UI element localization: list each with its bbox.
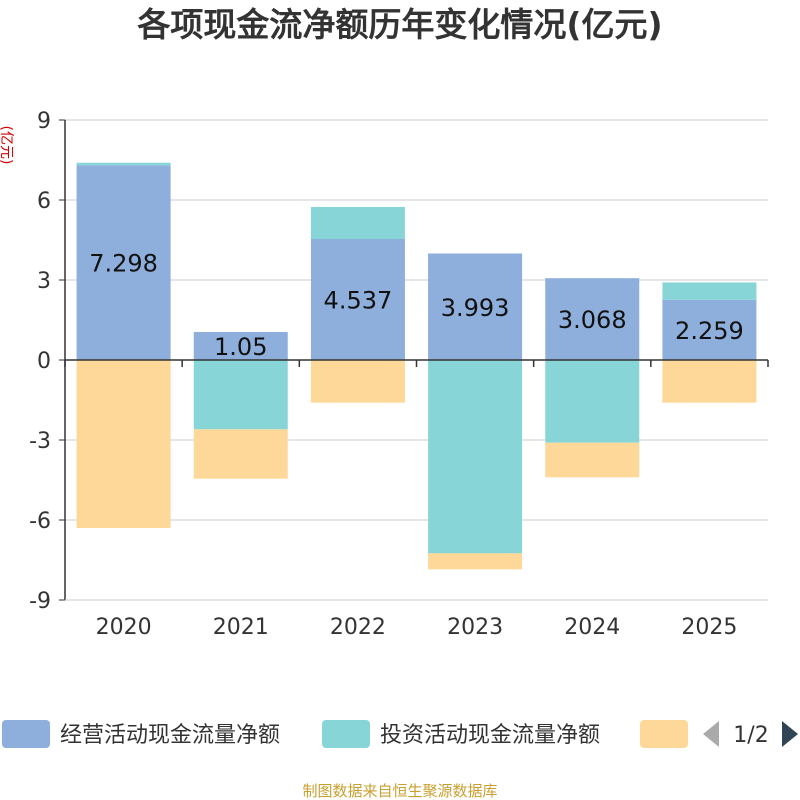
legend-swatch-3[interactable]: [640, 720, 688, 748]
legend[interactable]: 经营活动现金流量净额 投资活动现金流量净额 1/2: [2, 720, 798, 748]
bar-2021-s2[interactable]: [193, 360, 288, 430]
chart-title: 各项现金流净额历年变化情况(亿元): [136, 5, 662, 44]
bar-2023-s2[interactable]: [428, 360, 523, 554]
legend-swatch-2[interactable]: [322, 720, 370, 748]
y-tick-label: -3: [29, 429, 51, 454]
y-axis-label: (亿元): [0, 126, 14, 165]
y-tick-label: 3: [37, 269, 51, 294]
x-tick-label-2025: 2025: [681, 615, 737, 640]
y-tick-label: 6: [37, 189, 51, 214]
x-tick-label-2023: 2023: [447, 615, 503, 640]
bar-2024-s2[interactable]: [545, 360, 640, 443]
bar-2020-s3[interactable]: [76, 360, 171, 528]
data-label-2023: 3.993: [441, 294, 510, 322]
x-tick-label-2022: 2022: [330, 615, 386, 640]
x-tick-label-2024: 2024: [564, 615, 620, 640]
data-label-2020: 7.298: [89, 250, 158, 278]
data-label-2022: 4.537: [324, 287, 393, 315]
y-tick-label: -6: [29, 509, 51, 534]
data-label-2021: 1.05: [214, 333, 267, 361]
data-labels: 7.298 1.05 4.537 3.993 3.068 2.259: [89, 250, 744, 361]
data-label-2024: 3.068: [558, 306, 627, 334]
bar-2020-s1[interactable]: [76, 165, 171, 360]
axes: 9 6 3 0 -3 -6 -9 2020 2021 2022 2023 2024 2025: [29, 109, 769, 640]
legend-swatch-1[interactable]: [2, 720, 50, 748]
bar-2021-s1[interactable]: [193, 332, 288, 360]
data-label-2025: 2.259: [675, 317, 744, 345]
bar-2023-s1[interactable]: [428, 253, 523, 360]
bar-2020-s2[interactable]: [76, 162, 171, 166]
y-tick-label: 0: [37, 349, 51, 374]
bar-2024-s3[interactable]: [545, 442, 640, 478]
bar-2023-s3[interactable]: [428, 553, 523, 570]
bars: [76, 162, 757, 570]
bar-2025-s2[interactable]: [662, 282, 757, 300]
legend-label-1[interactable]: 经营活动现金流量净额: [60, 723, 280, 748]
x-tick-label-2021: 2021: [213, 615, 269, 640]
legend-page-indicator: 1/2: [733, 723, 768, 748]
bar-2022-s2[interactable]: [310, 207, 405, 240]
legend-label-2[interactable]: 投资活动现金流量净额: [380, 723, 600, 748]
y-tick-label: 9: [37, 109, 51, 134]
bar-2024-s1[interactable]: [545, 278, 640, 360]
source-note: 制图数据来自恒生聚源数据库: [302, 782, 497, 800]
legend-prev-icon[interactable]: [703, 721, 719, 747]
bar-2021-s3[interactable]: [193, 429, 288, 479]
y-tick-label: -9: [29, 589, 51, 614]
bar-2025-s3[interactable]: [662, 360, 757, 403]
legend-next-icon[interactable]: [782, 721, 798, 747]
bar-2022-s3[interactable]: [310, 360, 405, 403]
bar-2025-s1[interactable]: [662, 299, 757, 360]
x-tick-label-2020: 2020: [96, 615, 152, 640]
bar-2022-s1[interactable]: [310, 239, 405, 360]
